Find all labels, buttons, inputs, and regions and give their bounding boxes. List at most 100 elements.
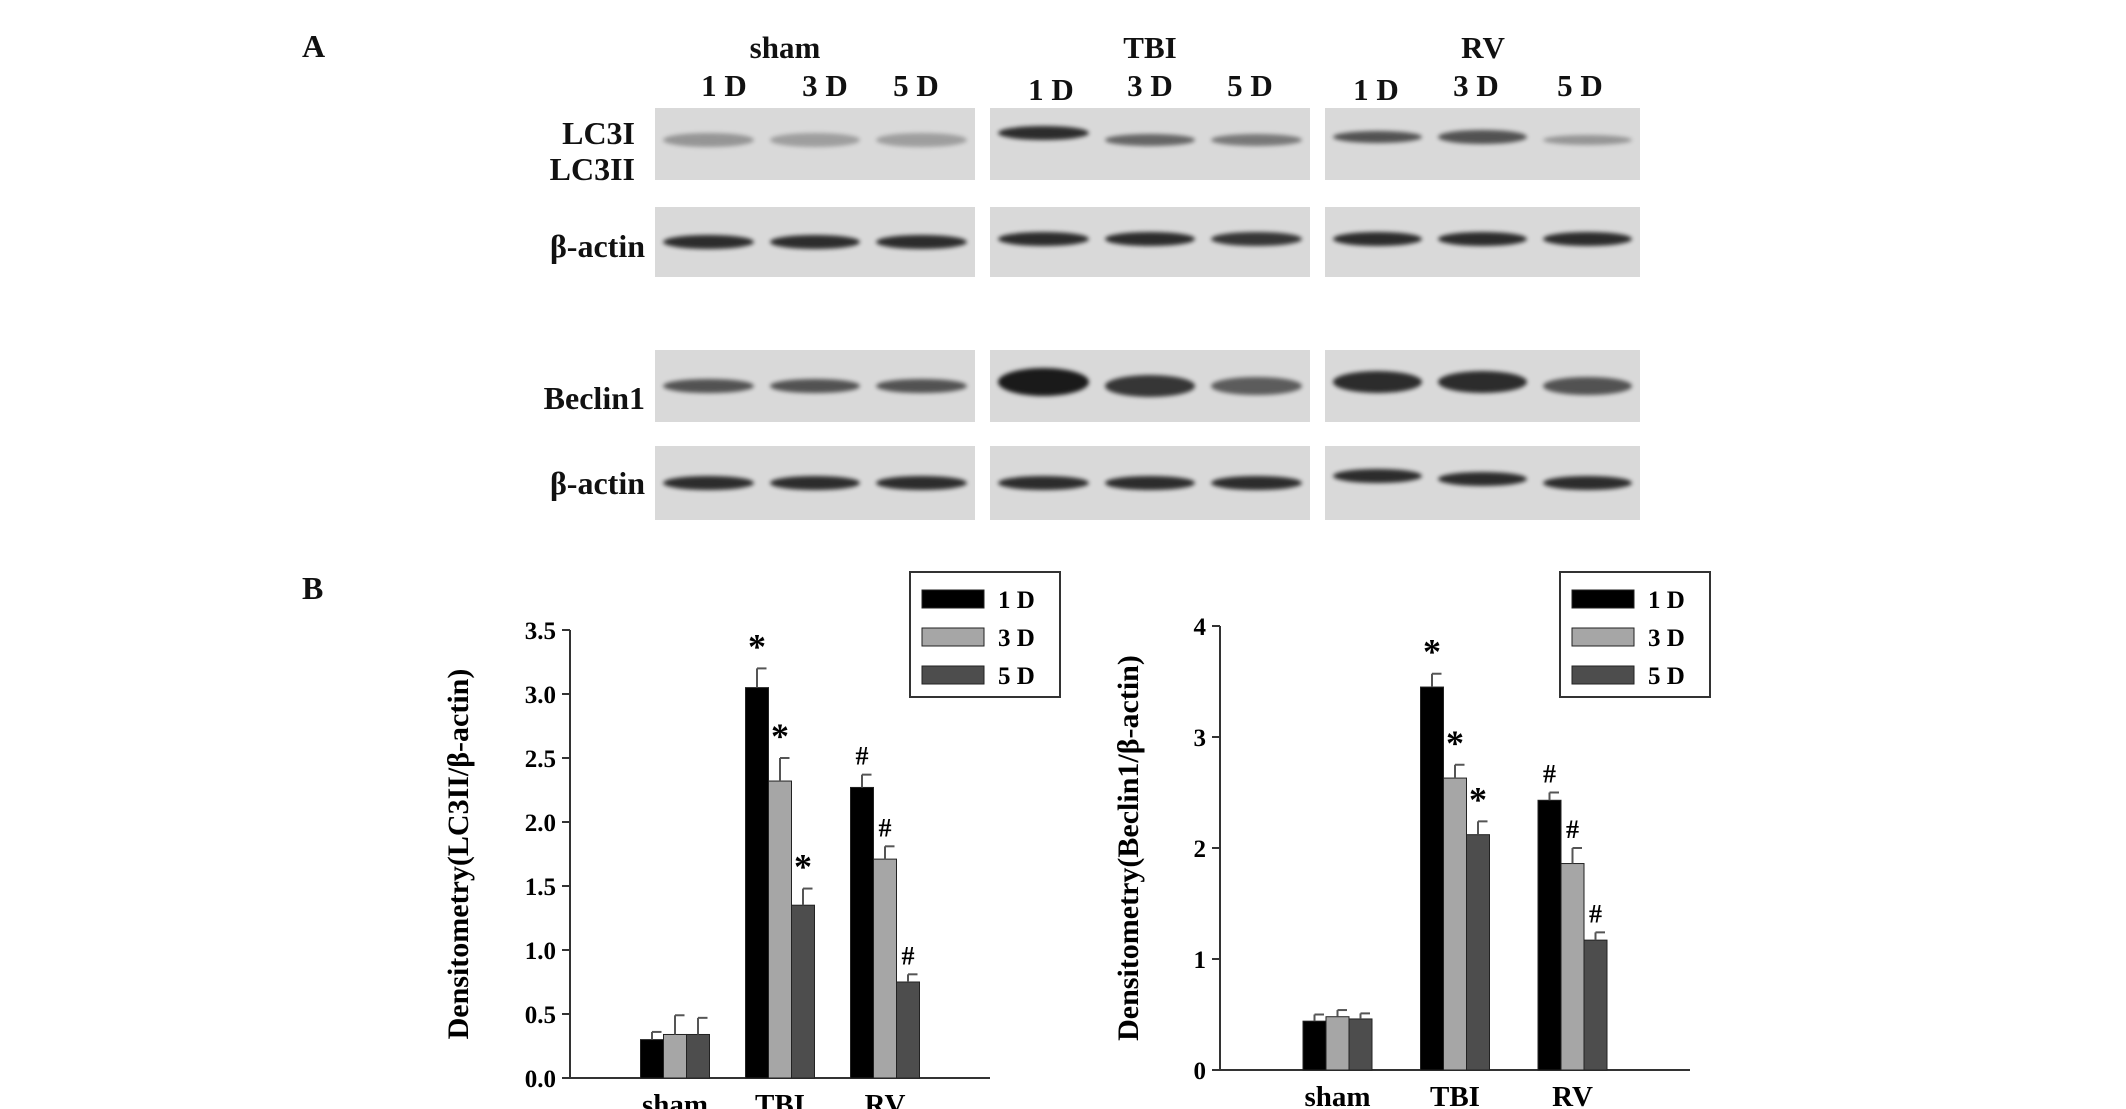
blot-band <box>998 368 1089 397</box>
row-label-lc3i: LC3I <box>562 115 635 151</box>
bar <box>686 1033 710 1079</box>
bar <box>1583 939 1608 1071</box>
blot-band <box>769 476 861 490</box>
row-label-beclin1: Beclin1 <box>543 380 645 416</box>
blot-strip <box>1325 207 1640 277</box>
blot-band <box>1104 231 1196 246</box>
lane-label: 5 D <box>1227 68 1273 103</box>
bar <box>1466 834 1490 1071</box>
blot-strip <box>990 207 1310 277</box>
bar <box>1302 1020 1327 1071</box>
bar <box>873 858 897 1079</box>
blot-band <box>1211 231 1302 246</box>
legend-label: 5 D <box>998 663 1035 690</box>
row-label-actin: β-actin <box>549 465 645 501</box>
blot-band <box>769 235 861 249</box>
bar <box>896 981 920 1079</box>
y-tick-label: 1.5 <box>525 874 556 901</box>
lane-label: 1 D <box>701 68 747 103</box>
legend-swatch <box>1571 627 1635 647</box>
y-axis-label: Densitometry(Beclin1/β-actin) <box>1112 655 1145 1041</box>
lc3ii-bar-chart: Densitometry(LC3II/β-actin) 0.0 0.5 1.0 1.5 2… <box>442 571 1061 1109</box>
legend-swatch <box>1571 589 1635 609</box>
y-tick-label: 3.5 <box>525 618 556 645</box>
y-tick-label: 0.5 <box>525 1002 556 1029</box>
panel-b-letter: B <box>302 570 324 606</box>
legend-label: 1 D <box>998 587 1035 614</box>
bar <box>1443 777 1467 1071</box>
blot-band <box>876 476 967 490</box>
y-tick-label: 1.0 <box>525 938 556 965</box>
blot-band <box>876 235 967 249</box>
blot-band <box>1333 231 1422 246</box>
lane-label: 5 D <box>1557 68 1603 103</box>
group-label-rv: RV <box>1461 30 1505 65</box>
blot-strip <box>655 108 975 180</box>
y-tick-label: 2.0 <box>525 810 556 837</box>
bar <box>791 904 815 1079</box>
blot-strip <box>1325 108 1640 180</box>
significance-mark: # <box>879 813 892 842</box>
significance-mark: * <box>748 626 766 666</box>
blot-band <box>1438 231 1527 246</box>
bar <box>850 786 874 1079</box>
lane-label: 3 D <box>1453 68 1499 103</box>
x-tick-label: RV <box>865 1089 906 1109</box>
y-tick-label: 4 <box>1194 614 1207 641</box>
blot-band <box>663 379 754 393</box>
blot-band <box>769 133 861 148</box>
blot-band <box>663 133 754 148</box>
blot-band <box>663 476 754 490</box>
blot-band <box>876 133 967 148</box>
blot-band <box>876 379 967 393</box>
bar <box>1537 799 1562 1071</box>
y-tick-label: 0 <box>1194 1058 1207 1085</box>
blot-band <box>1438 371 1527 394</box>
blot-strip <box>990 446 1310 520</box>
lane-label: 3 D <box>802 68 848 103</box>
blot-strip <box>655 350 975 422</box>
blot-band <box>1438 472 1527 487</box>
y-axis-label: Densitometry(LC3II/β-actin) <box>442 669 475 1040</box>
blot-band <box>998 126 1089 141</box>
bar <box>1560 863 1585 1071</box>
bar <box>1420 686 1444 1071</box>
significance-mark: # <box>1589 899 1602 928</box>
blot-strip <box>990 108 1310 180</box>
legend-label: 1 D <box>1648 587 1685 614</box>
bar <box>663 1033 687 1079</box>
significance-mark: # <box>1566 815 1579 844</box>
significance-mark: * <box>1469 779 1487 819</box>
x-tick-label: TBI <box>755 1089 805 1109</box>
y-tick-label: 3 <box>1194 725 1207 752</box>
blot-band <box>998 231 1089 246</box>
blot-band <box>1543 231 1632 246</box>
blot-band <box>769 379 861 393</box>
lane-label: 1 D <box>1028 72 1074 107</box>
significance-mark: # <box>1543 760 1556 789</box>
blot-band <box>1333 371 1422 394</box>
significance-mark: # <box>856 742 869 771</box>
y-tick-label: 2 <box>1194 836 1207 863</box>
blot-strip <box>1325 350 1640 422</box>
y-tick-label: 1 <box>1194 947 1207 974</box>
blot-band <box>1543 135 1632 146</box>
blot-band <box>1333 130 1422 143</box>
row-label-actin: β-actin <box>549 228 645 264</box>
legend-label: 3 D <box>1648 625 1685 652</box>
bar <box>768 780 792 1079</box>
bar <box>640 1039 664 1079</box>
significance-mark: * <box>1423 632 1441 672</box>
blot-band <box>663 235 754 249</box>
blot-band <box>1333 468 1422 483</box>
y-tick-label: 2.5 <box>525 746 556 773</box>
blot-band <box>1104 375 1196 397</box>
blot-band <box>1104 476 1196 490</box>
blot-band <box>1211 476 1302 490</box>
lane-label: 5 D <box>893 68 939 103</box>
legend-swatch <box>921 589 985 609</box>
x-tick-label: RV <box>1552 1081 1593 1109</box>
significance-mark: # <box>902 941 915 970</box>
x-tick-label: sham <box>1304 1081 1370 1109</box>
lane-label: 1 D <box>1353 72 1399 107</box>
